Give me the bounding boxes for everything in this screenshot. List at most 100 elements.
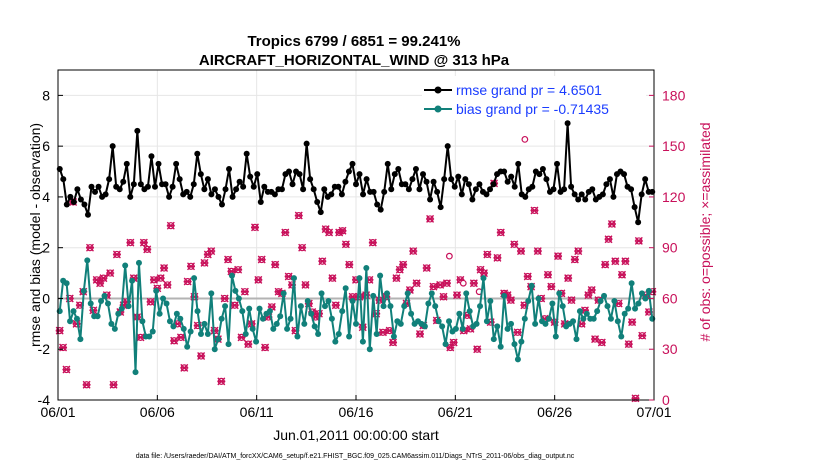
- obs-assimilated-marker-154: [574, 247, 583, 256]
- rmse-point-47: [222, 186, 229, 193]
- obs-assimilated-marker-15: [106, 269, 115, 278]
- rmse-point-54: [247, 173, 254, 180]
- bias-point-145: [556, 290, 563, 297]
- bias-point-164: [621, 310, 628, 317]
- legend-rmse-marker: [434, 86, 442, 94]
- rmse-point-156: [606, 176, 613, 183]
- rmse-point-81: [342, 178, 349, 185]
- bias-point-79: [328, 315, 335, 322]
- bias-point-53: [239, 308, 246, 315]
- rmse-point-25: [144, 183, 151, 190]
- y-tick-label-2: 0: [42, 290, 50, 306]
- rmse-point-55: [250, 183, 257, 190]
- rmse-point-57: [257, 199, 264, 205]
- rmse-point-6: [77, 196, 84, 203]
- bias-point-45: [211, 346, 218, 353]
- bias-point-130: [504, 325, 511, 332]
- obs-assimilated-marker-8: [82, 380, 91, 389]
- rmse-point-19: [123, 160, 130, 167]
- bias-point-73: [308, 310, 315, 317]
- obs-possible-marker-0: [521, 135, 529, 143]
- bias-point-146: [559, 303, 566, 310]
- bias-point-132: [511, 341, 518, 348]
- bias-point-118: [463, 290, 470, 297]
- bias-point-54: [242, 331, 249, 337]
- right-axis-ticks: 0 30 60 90 120 150 180: [649, 87, 686, 408]
- obs-assimilated-marker-71: [294, 211, 303, 220]
- bias-point-29: [156, 310, 163, 317]
- bias-point-128: [497, 343, 504, 350]
- rmse-point-43: [208, 191, 215, 198]
- rmse-point-70: [303, 140, 310, 147]
- bias-point-16: [111, 325, 118, 332]
- bias-point-144: [552, 333, 559, 340]
- bias-point-93: [377, 272, 384, 279]
- bias-point-162: [614, 318, 621, 325]
- obs-assimilated-marker-153: [570, 255, 579, 264]
- rmse-point-103: [420, 171, 427, 178]
- bias-point-161: [611, 298, 618, 304]
- rmse-point-104: [423, 178, 430, 185]
- obs-assimilated-marker-26: [143, 245, 152, 254]
- rmse-point-83: [349, 160, 356, 167]
- rmse-point-115: [462, 176, 469, 183]
- x-tick-label-5: 06/26: [537, 404, 572, 420]
- obs-assimilated-marker-141: [530, 206, 539, 215]
- bias-point-107: [425, 300, 432, 307]
- legend-box: [422, 76, 646, 120]
- bias-point-136: [525, 298, 532, 304]
- bias-point-23: [135, 259, 142, 266]
- legend-rmse-label: rmse grand pr = 4.6501: [456, 82, 602, 98]
- bias-point-21: [129, 277, 136, 284]
- right-tick-label-5: 150: [662, 138, 686, 154]
- obs-assimilated-marker-171: [631, 394, 640, 403]
- rmse-point-66: [289, 181, 296, 188]
- rmse-point-10: [92, 188, 99, 195]
- rmse-point-77: [328, 191, 335, 198]
- rmse-point-95: [391, 171, 398, 178]
- rmse-point-132: [522, 193, 529, 200]
- bias-point-72: [304, 298, 311, 304]
- obs-assimilated-marker-117: [449, 338, 458, 347]
- y-tick-label-6: 8: [42, 87, 50, 103]
- bias-point-106: [421, 323, 428, 330]
- bias-point-58: [256, 305, 263, 312]
- rmse-point-155: [603, 181, 610, 188]
- bias-point-2: [63, 280, 70, 287]
- right-axis-label: # of obs: o=possible; ×=assimilated: [697, 122, 713, 341]
- rmse-point-44: [211, 186, 218, 193]
- rmse-point-141: [554, 160, 561, 167]
- bias-point-123: [480, 275, 487, 282]
- rmse-point-89: [370, 188, 377, 195]
- rmse-point-140: [550, 186, 557, 193]
- obs-assimilated-marker-152: [567, 296, 576, 305]
- bias-point-113: [446, 318, 453, 325]
- rmse-point-14: [106, 176, 113, 183]
- rmse-point-41: [201, 186, 208, 193]
- x-axis-ticks: 06/01 06/06 06/11 06/16 06/21 06/26 07/01: [40, 395, 672, 420]
- rmse-point-87: [363, 176, 370, 183]
- x-axis-label: Jun.01,2011 00:00:00 start: [273, 427, 439, 443]
- rmse-point-52: [240, 183, 247, 190]
- bias-point-133: [514, 356, 521, 363]
- bias-point-19: [122, 262, 129, 269]
- obs-assimilated-marker-124: [473, 345, 482, 354]
- bias-point-170: [642, 295, 649, 302]
- bias-point-81: [335, 331, 342, 337]
- obs-assimilated-marker-30: [156, 274, 165, 283]
- obs-assimilated-marker-165: [611, 257, 620, 266]
- rmse-point-121: [483, 191, 490, 198]
- rmse-point-110: [444, 143, 451, 150]
- rmse-point-46: [218, 201, 225, 208]
- obs-assimilated-marker-33: [166, 221, 175, 230]
- bias-point-67: [287, 315, 294, 322]
- bias-point-124: [483, 318, 490, 325]
- bias-point-17: [115, 310, 122, 317]
- bias-point-109: [432, 303, 439, 310]
- obs-assimilated-marker-159: [591, 335, 600, 344]
- bias-point-74: [311, 323, 318, 330]
- rmse-point-8: [84, 211, 91, 218]
- bias-point-143: [549, 300, 556, 307]
- bias-point-75: [315, 331, 322, 337]
- bias-point-62: [270, 325, 277, 332]
